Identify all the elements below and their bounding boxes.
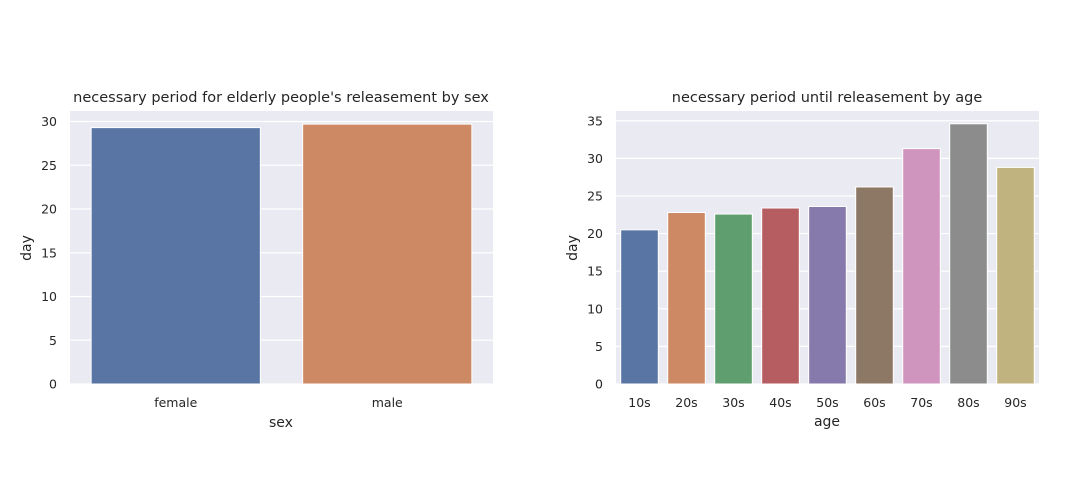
- x-tick-label-age-10s: 10s: [628, 395, 650, 410]
- x-axis-label-age: age: [814, 414, 840, 430]
- y-axis-label-sex: day: [19, 235, 35, 261]
- y-tick-label-age-10: 10: [587, 301, 603, 316]
- x-tick-label-age-90s: 90s: [1004, 395, 1026, 410]
- chart-sex: 0 5 10 15 20 25 30 female male necessary period…: [19, 90, 493, 431]
- y-tick-label-sex-25: 25: [41, 158, 57, 173]
- bar-sex-male: [302, 123, 473, 385]
- y-tick-label-age-15: 15: [587, 264, 603, 279]
- y-tick-label-age-0: 0: [595, 377, 603, 392]
- bar-age-40s: [761, 207, 800, 385]
- y-tick-label-sex-15: 15: [41, 245, 57, 260]
- bar-age-70s: [902, 148, 941, 385]
- bar-sex-female: [90, 127, 261, 385]
- y-ticks-sex: 0 5 10 15 20 25 30: [41, 114, 57, 392]
- x-tick-label-age-60s: 60s: [863, 395, 885, 410]
- x-tick-label-age-40s: 40s: [769, 395, 791, 410]
- x-tick-label-age-70s: 70s: [910, 395, 932, 410]
- x-ticks-sex: female male: [154, 395, 403, 410]
- y-tick-label-sex-30: 30: [41, 114, 57, 129]
- x-tick-label-age-20s: 20s: [675, 395, 697, 410]
- y-tick-label-age-30: 30: [587, 151, 603, 166]
- x-axis-label-sex: sex: [269, 415, 293, 431]
- x-tick-label-age-80s: 80s: [957, 395, 979, 410]
- y-axis-label-age: day: [565, 235, 581, 261]
- y-tick-label-age-5: 5: [595, 339, 603, 354]
- y-tick-label-sex-20: 20: [41, 202, 57, 217]
- y-tick-label-age-35: 35: [587, 113, 603, 128]
- x-tick-label-age-30s: 30s: [722, 395, 744, 410]
- y-tick-label-age-20: 20: [587, 226, 603, 241]
- chart-title-sex: necessary period for elderly people's re…: [73, 90, 489, 106]
- bars-age: [620, 123, 1035, 385]
- x-tick-label-age-50s: 50s: [816, 395, 838, 410]
- bar-age-90s: [996, 166, 1035, 385]
- y-tick-label-sex-10: 10: [41, 289, 57, 304]
- y-tick-label-sex-5: 5: [49, 333, 57, 348]
- bar-age-30s: [714, 213, 753, 385]
- y-tick-label-age-25: 25: [587, 188, 603, 203]
- y-ticks-age: 0 5 10 15 20 25 30 35: [587, 113, 603, 391]
- chart-age: 0 5 10 15 20 25 30 35 10s 20s 30s 40s 50s 60s 70s 80s 9…: [565, 90, 1039, 430]
- bar-age-60s: [855, 186, 894, 385]
- x-ticks-age: 10s 20s 30s 40s 50s 60s 70s 80s 90s: [628, 395, 1026, 410]
- y-tick-label-sex-0: 0: [49, 377, 57, 392]
- bar-age-20s: [667, 212, 706, 385]
- bars-sex: [90, 123, 473, 385]
- bar-age-80s: [949, 123, 988, 385]
- x-tick-label-sex-female: female: [154, 395, 197, 410]
- bar-age-50s: [808, 206, 847, 385]
- bar-age-10s: [620, 229, 659, 385]
- chart-title-age: necessary period until releasement by ag…: [672, 90, 983, 106]
- x-tick-label-sex-male: male: [372, 395, 403, 410]
